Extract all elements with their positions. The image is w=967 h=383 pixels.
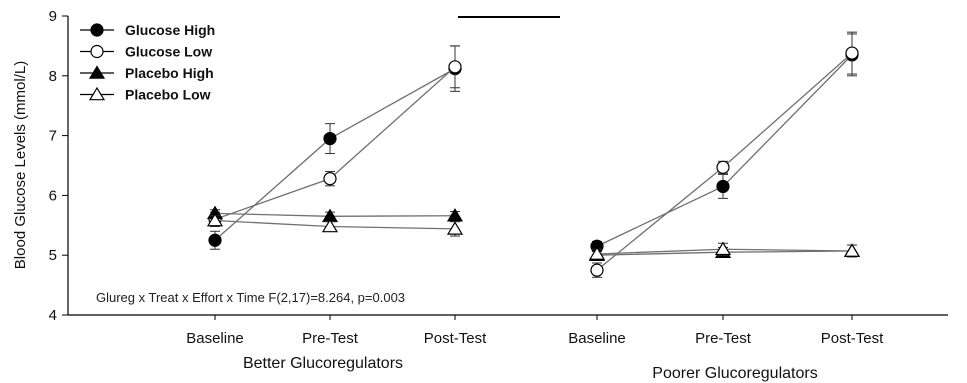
legend-label: Placebo Low (125, 87, 211, 103)
series-placebo-low (206, 212, 861, 260)
x-category-label: Baseline (568, 330, 626, 347)
data-point (323, 131, 337, 146)
x-category-label: Post-Test (821, 330, 884, 347)
y-axis-label: Blood Glucose Levels (mmol/L) (12, 61, 29, 269)
x-category-label: Pre-Test (302, 330, 359, 347)
chart-annotation: Glureg x Treat x Effort x Time F(2,17)=8… (96, 290, 405, 305)
data-point (845, 46, 859, 60)
data-point (448, 60, 462, 74)
data-point (321, 218, 339, 233)
series-line (214, 66, 456, 220)
y-axis-ticks: 4 5 6 7 8 9 (49, 8, 68, 324)
data-point (714, 241, 732, 256)
series-glucose-high (208, 33, 859, 253)
y-tick-label: 4 (49, 307, 57, 324)
data-point (446, 208, 464, 222)
legend-label: Glucose High (125, 22, 215, 38)
y-tick-label: 6 (49, 187, 57, 204)
legend-label: Glucose Low (125, 44, 212, 60)
legend-marker (88, 65, 106, 79)
axes (67, 16, 948, 316)
y-tick-label: 9 (49, 8, 57, 25)
series-line (214, 212, 456, 217)
legend-marker (88, 86, 106, 101)
y-tick-label: 8 (49, 68, 57, 85)
data-point (590, 263, 604, 277)
group-label: Poorer Glucoregulators (652, 365, 817, 382)
data-point (446, 221, 464, 235)
series-placebo-high (206, 205, 861, 261)
y-tick-label: 5 (49, 247, 57, 264)
data-point (208, 233, 222, 247)
legend-marker (90, 23, 104, 37)
data-point (716, 160, 730, 174)
series-line (596, 54, 853, 247)
series-glucose-low (208, 31, 859, 278)
series-layer (206, 31, 861, 278)
group-labels: Better Glucoregulators Poorer Glucoregula… (243, 355, 818, 382)
legend: Glucose High Glucose Low Placebo High Place… (80, 22, 215, 103)
x-category-label: Baseline (186, 330, 244, 347)
legend-label: Placebo High (125, 65, 214, 81)
data-point (323, 172, 337, 186)
group-label: Better Glucoregulators (243, 355, 403, 372)
data-point (716, 179, 730, 194)
x-category-label: Pre-Test (695, 330, 752, 347)
legend-marker (90, 44, 104, 59)
data-point (206, 212, 224, 227)
x-category-label: Post-Test (424, 330, 487, 347)
data-point (843, 243, 861, 257)
y-tick-label: 7 (49, 128, 57, 145)
x-axis-categories: Baseline Pre-Test Post-Test Baseline Pre-Tes… (186, 315, 884, 347)
data-point (588, 246, 606, 260)
